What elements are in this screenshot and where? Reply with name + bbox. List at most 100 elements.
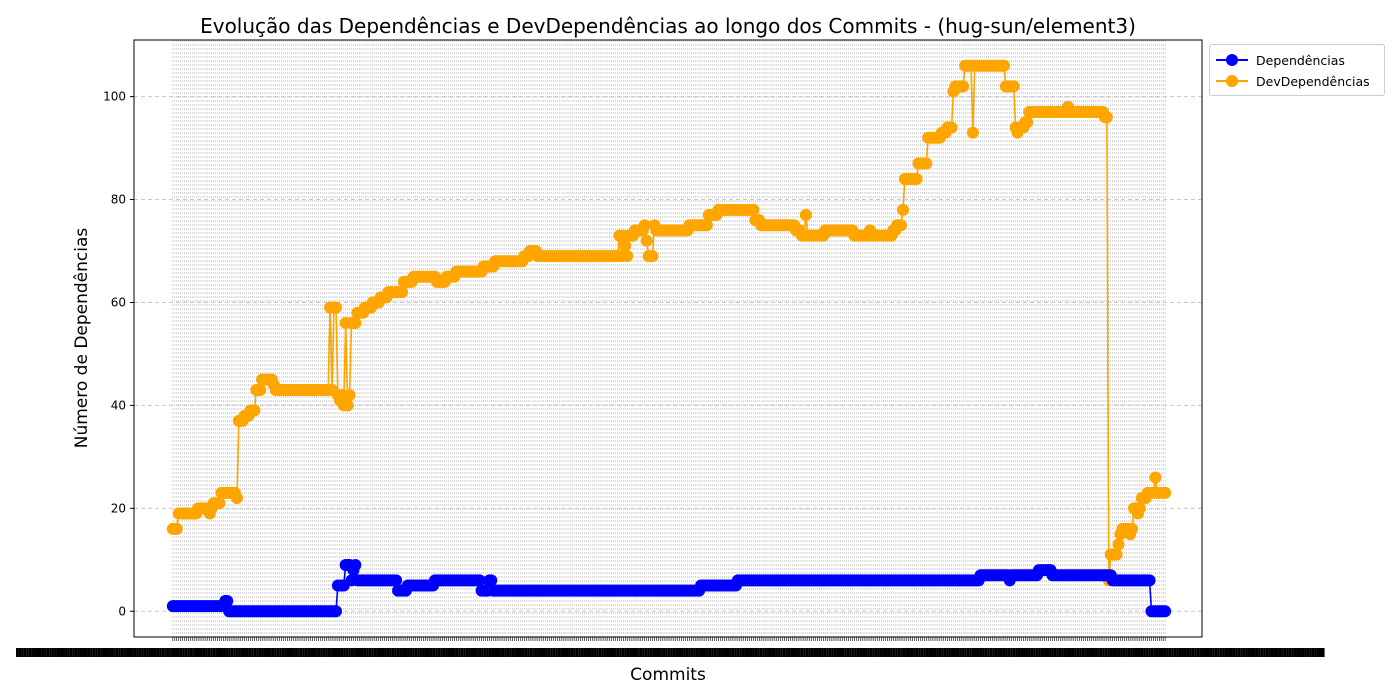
y-tick-label: 40 [111,398,126,412]
x-tick-label [953,648,957,657]
x-tick-label [959,648,962,657]
x-tick-label [867,648,870,657]
x-tick-label [125,648,129,657]
x-tick-label [790,648,793,657]
x-tick-label [233,648,236,657]
x-tick-label [141,648,144,657]
x-tick-label [353,648,356,657]
x-tick-label [1086,648,1090,657]
x-tick-label [159,648,162,657]
x-tick-label [1265,648,1269,657]
data-point [1110,548,1123,561]
x-tick-label [780,648,783,657]
x-tick-label [514,648,517,657]
x-tick-label [951,648,955,657]
x-tick-label [223,648,226,657]
x-tick-label [989,648,993,657]
x-tick-label [100,648,103,657]
x-tick-label [148,648,152,657]
x-tick-label [338,648,341,657]
x-tick-label [1283,648,1287,657]
x-tick-label [902,648,906,657]
x-tick-label [1160,648,1164,657]
x-tick-label [253,648,257,657]
x-tick-label [79,648,83,657]
data-point [957,80,970,93]
x-tick-label [833,648,837,657]
x-tick-label [332,648,336,657]
x-tick-label [368,648,372,657]
x-tick-label [851,648,855,657]
x-tick-label [453,648,456,657]
chart-title: Evolução das Dependências e DevDependênc… [200,14,1136,38]
x-tick-label [1114,648,1118,657]
x-tick-label [665,648,668,657]
x-tick-label [887,648,891,657]
x-tick-label [419,648,423,657]
x-tick-label [1099,648,1103,657]
x-tick-label [522,648,525,657]
x-tick-label [1242,648,1246,657]
x-tick-label [304,648,308,657]
x-tick-label [1224,648,1228,657]
x-tick-label [752,648,755,657]
x-tick-label [488,648,492,657]
x-tick-label [943,648,947,657]
x-tick-label [212,648,216,657]
x-tick-label [33,648,37,657]
x-tick-label [877,648,880,657]
x-tick-label [28,648,32,657]
x-tick-label [1074,648,1077,657]
x-tick-label [69,648,73,657]
x-tick-label [1181,648,1185,657]
x-tick-label [890,648,893,657]
x-tick-label [128,648,132,657]
x-tick-label [478,648,482,657]
x-tick-label [1245,648,1248,657]
x-tick-label [1061,648,1064,657]
data-point [341,399,354,412]
x-tick-label [1314,648,1317,657]
x-tick-label [578,648,581,657]
x-tick-label [785,648,788,657]
x-tick-label [1286,648,1289,657]
x-tick-label [384,648,387,657]
x-tick-label [151,648,155,657]
data-point [1021,116,1034,129]
x-tick-label [1051,648,1054,657]
x-tick-label [263,648,267,657]
x-tick-label [772,648,776,657]
plot-series [166,59,1172,618]
x-tick-label [864,648,868,657]
x-tick-label [164,648,167,657]
x-tick-label [1255,648,1259,657]
data-point [230,492,243,505]
x-tick-label [481,648,484,657]
x-tick-label [997,648,1001,657]
y-tick-label: 0 [118,604,126,618]
x-tick-label [269,648,272,657]
x-tick-label [690,648,694,657]
x-tick-label [621,648,625,657]
data-point [254,383,267,396]
x-tick-label [1068,648,1072,657]
x-tick-label [593,648,597,657]
x-tick-label [1076,648,1080,657]
x-tick-label [49,648,52,657]
x-tick-label [1117,648,1121,657]
x-tick-label [1125,648,1128,657]
x-tick-label [657,648,661,657]
x-tick-label [82,648,86,657]
x-tick-label [992,648,995,657]
x-tick-label [1056,648,1059,657]
x-tick-label [437,648,441,657]
x-tick-label [424,648,428,657]
x-tick-label [836,648,839,657]
x-tick-label [1107,648,1110,657]
data-point [473,574,486,587]
data-point [895,219,908,232]
x-tick-label [504,648,507,657]
x-tick-label [854,648,857,657]
x-tick-label [1140,648,1144,657]
x-tick-label [882,648,886,657]
